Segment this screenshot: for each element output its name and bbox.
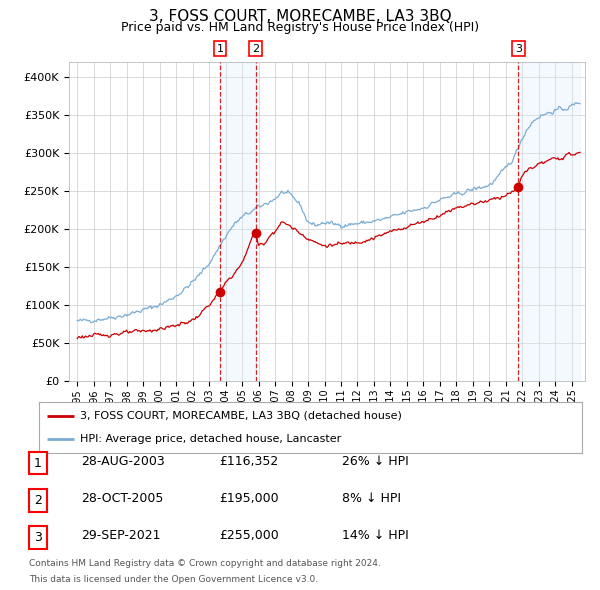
Text: 28-OCT-2005: 28-OCT-2005	[81, 492, 163, 505]
Bar	[518, 62, 580, 381]
Text: Price paid vs. HM Land Registry's House Price Index (HPI): Price paid vs. HM Land Registry's House …	[121, 21, 479, 34]
Text: £116,352: £116,352	[219, 455, 278, 468]
Text: £255,000: £255,000	[219, 529, 279, 542]
Text: 1: 1	[34, 457, 42, 470]
Text: 1: 1	[217, 44, 224, 54]
Text: Contains HM Land Registry data © Crown copyright and database right 2024.: Contains HM Land Registry data © Crown c…	[29, 559, 380, 568]
Text: This data is licensed under the Open Government Licence v3.0.: This data is licensed under the Open Gov…	[29, 575, 318, 584]
Text: 2: 2	[252, 44, 259, 54]
Text: £195,000: £195,000	[219, 492, 278, 505]
Text: 26% ↓ HPI: 26% ↓ HPI	[342, 455, 409, 468]
Text: 3, FOSS COURT, MORECAMBE, LA3 3BQ: 3, FOSS COURT, MORECAMBE, LA3 3BQ	[149, 9, 451, 24]
Text: 3, FOSS COURT, MORECAMBE, LA3 3BQ (detached house): 3, FOSS COURT, MORECAMBE, LA3 3BQ (detac…	[80, 411, 401, 421]
Text: HPI: Average price, detached house, Lancaster: HPI: Average price, detached house, Lanc…	[80, 434, 341, 444]
Bar	[220, 62, 256, 381]
Text: 29-SEP-2021: 29-SEP-2021	[81, 529, 161, 542]
Text: 14% ↓ HPI: 14% ↓ HPI	[342, 529, 409, 542]
Text: 3: 3	[34, 531, 42, 544]
Text: 28-AUG-2003: 28-AUG-2003	[81, 455, 165, 468]
Text: 2: 2	[34, 494, 42, 507]
Text: 8% ↓ HPI: 8% ↓ HPI	[342, 492, 401, 505]
Text: 3: 3	[515, 44, 522, 54]
